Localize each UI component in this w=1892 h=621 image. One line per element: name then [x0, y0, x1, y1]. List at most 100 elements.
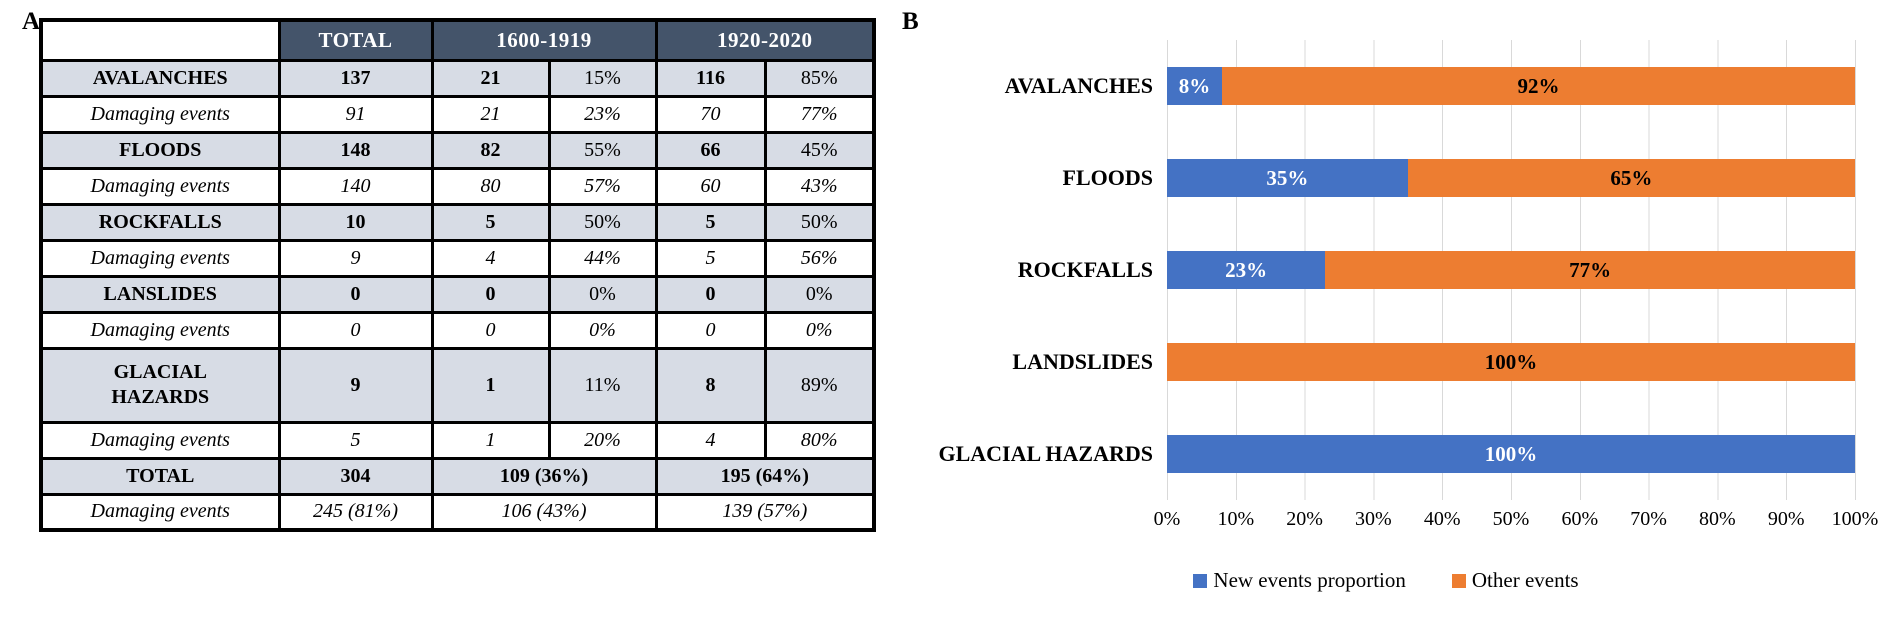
- row-floods: FLOODS 148 82 55% 66 45%: [39, 130, 876, 170]
- cell-label: Damaging events: [39, 492, 281, 532]
- cell-p1-pct: 23%: [547, 94, 658, 134]
- bar-segment-new-events: 23%: [1167, 251, 1326, 289]
- cell-p2-count: 66: [654, 130, 767, 170]
- header-period-1920-2020: 1920-2020: [654, 18, 876, 62]
- cell-p1-pct: 57%: [547, 166, 658, 206]
- stacked-bar: 8% 92%: [1167, 67, 1855, 105]
- row-rockfalls: ROCKFALLS 10 5 50% 5 50%: [39, 202, 876, 242]
- bar-segment-other-events: 92%: [1222, 67, 1855, 105]
- x-tick: 0%: [1153, 508, 1181, 530]
- x-axis: 0% 10% 20% 30% 40% 50% 60% 70% 80% 90% 1…: [1133, 508, 1889, 531]
- legend-swatch-orange-icon: [1451, 573, 1466, 588]
- bar-value-label: 92%: [1517, 73, 1560, 98]
- x-tick: 50%: [1492, 508, 1530, 530]
- x-tick: 10%: [1217, 508, 1255, 530]
- cell-p1-count: 0: [430, 310, 551, 350]
- cell-p1-pct: 0%: [547, 310, 658, 350]
- cell-total: 148: [277, 130, 434, 170]
- cell-label: Damaging events: [39, 94, 281, 134]
- cell-p2-count: 0: [654, 274, 767, 314]
- cell-total: 10: [277, 202, 434, 242]
- stacked-bar: 100%: [1167, 435, 1855, 473]
- cell-p2-count: 4: [654, 420, 767, 460]
- cell-p2-pct: 85%: [763, 58, 876, 98]
- cell-p2-pct: 0%: [763, 310, 876, 350]
- cell-p2-count: 116: [654, 58, 767, 98]
- cell-label: FLOODS: [39, 130, 281, 170]
- cell-p1-pct: 0%: [547, 274, 658, 314]
- header-period-1600-1919: 1600-1919: [430, 18, 658, 62]
- cell-total: 140: [277, 166, 434, 206]
- x-tick: 30%: [1355, 508, 1392, 530]
- x-tick: 20%: [1286, 508, 1323, 530]
- bar-segment-new-events: 8%: [1167, 67, 1223, 105]
- cell-p2-count: 8: [654, 346, 767, 424]
- bar-segment-new-events: 35%: [1167, 159, 1408, 197]
- cell-total: 137: [277, 58, 434, 98]
- cell-total: 0: [277, 310, 434, 350]
- cell-p1-pct: 50%: [547, 202, 658, 242]
- legend-item-other-events: Other events: [1451, 568, 1579, 593]
- cell-p2-count: 70: [654, 94, 767, 134]
- cell-p1-pct: 11%: [547, 346, 658, 424]
- cell-p2-merged: 139 (57%): [654, 492, 876, 532]
- legend-swatch-blue-icon: [1193, 573, 1208, 588]
- bar-row-floods: 35% 65%: [1167, 132, 1855, 224]
- chart-legend: New events proportion Other events: [880, 568, 1892, 593]
- row-glacial-damaging: Damaging events 5 1 20% 4 80%: [39, 420, 876, 460]
- cell-p1-pct: 15%: [547, 58, 658, 98]
- bar-segment-new-events: 100%: [1167, 435, 1855, 473]
- cell-p1-pct: 55%: [547, 130, 658, 170]
- cell-p2-count: 0: [654, 310, 767, 350]
- cell-p1-pct: 44%: [547, 238, 658, 278]
- cell-p1-merged: 109 (36%): [430, 456, 658, 496]
- cell-p1-count: 4: [430, 238, 551, 278]
- category-axis: AVALANCHES FLOODS ROCKFALLS LANDSLIDES G…: [880, 40, 1153, 500]
- cell-p1-count: 1: [430, 346, 551, 424]
- cell-label: Damaging events: [39, 238, 281, 278]
- cell-p2-pct: 89%: [763, 346, 876, 424]
- category-label-avalanches: AVALANCHES: [1004, 73, 1153, 98]
- cell-p2-pct: 50%: [763, 202, 876, 242]
- x-tick: 70%: [1630, 508, 1667, 530]
- cell-p1-count: 21: [430, 58, 551, 98]
- panel-b: B AVALANCHES FLOODS ROCKFALLS LANDSLIDES…: [880, 0, 1892, 621]
- cell-p2-pct: 43%: [763, 166, 876, 206]
- bar-value-label: 35%: [1266, 165, 1309, 190]
- cell-p1-count: 21: [430, 94, 551, 134]
- legend-label: New events proportion: [1213, 568, 1406, 592]
- x-tick: 40%: [1423, 508, 1461, 530]
- cell-p1-count: 0: [430, 274, 551, 314]
- bar-segment-other-events: 65%: [1407, 159, 1855, 197]
- bar-value-label: 23%: [1225, 257, 1268, 282]
- cell-label: ROCKFALLS: [39, 202, 281, 242]
- category-label-glacial-hazards: GLACIAL HAZARDS: [938, 441, 1153, 466]
- cell-p2-count: 5: [654, 202, 767, 242]
- panel-b-label: B: [902, 8, 919, 35]
- cell-label: Damaging events: [39, 420, 281, 460]
- x-tick: 100%: [1831, 508, 1879, 530]
- cell-label: LANSLIDES: [39, 274, 281, 314]
- bar-row-rockfalls: 23% 77%: [1167, 224, 1855, 316]
- stacked-bar: 23% 77%: [1167, 251, 1855, 289]
- x-tick: 60%: [1561, 508, 1599, 530]
- row-floods-damaging: Damaging events 140 80 57% 60 43%: [39, 166, 876, 206]
- x-tick: 80%: [1699, 508, 1736, 530]
- cell-p1-count: 82: [430, 130, 551, 170]
- category-label-floods: FLOODS: [1062, 165, 1153, 190]
- cell-p2-count: 5: [654, 238, 767, 278]
- panel-a-label: A: [22, 8, 41, 35]
- bar-row-landslides: 100%: [1167, 316, 1855, 408]
- cell-p1-count: 1: [430, 420, 551, 460]
- cell-p2-count: 60: [654, 166, 767, 206]
- row-lanslides: LANSLIDES 0 0 0% 0 0%: [39, 274, 876, 314]
- row-avalanches: AVALANCHES 137 21 15% 116 85%: [39, 58, 876, 98]
- row-lanslides-damaging: Damaging events 0 0 0% 0 0%: [39, 310, 876, 350]
- x-tick: 90%: [1767, 508, 1805, 530]
- cell-p1-count: 80: [430, 166, 551, 206]
- cell-label: TOTAL: [39, 456, 281, 496]
- cell-total: 245 (81%): [277, 492, 434, 532]
- cell-p2-pct: 56%: [763, 238, 876, 278]
- cell-label: Damaging events: [39, 166, 281, 206]
